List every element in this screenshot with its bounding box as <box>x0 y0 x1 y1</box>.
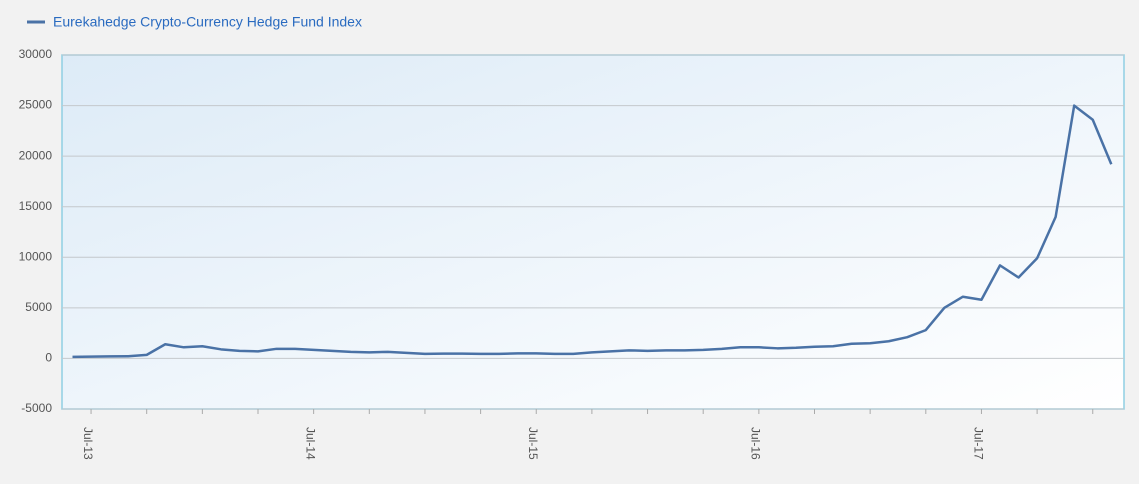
y-tick-label: -5000 <box>21 401 52 415</box>
x-tick-label: Jul-13 <box>81 427 95 460</box>
y-tick-label: 5000 <box>25 300 52 314</box>
y-tick-label: 15000 <box>19 199 53 213</box>
y-tick-label: 0 <box>45 351 52 365</box>
y-tick-label: 10000 <box>19 249 53 263</box>
legend-label[interactable]: Eurekahedge Crypto-Currency Hedge Fund I… <box>53 14 362 30</box>
x-tick-label: Jul-15 <box>526 427 540 460</box>
y-tick-label: 25000 <box>19 98 53 112</box>
x-tick-label: Jul-17 <box>971 427 985 460</box>
y-tick-label: 20000 <box>19 148 53 162</box>
y-tick-label: 30000 <box>19 47 53 61</box>
series-line <box>72 104 1113 359</box>
plot-area <box>61 54 1125 410</box>
x-tick-label: Jul-14 <box>303 427 317 460</box>
x-tick-label: Jul-16 <box>749 427 763 460</box>
